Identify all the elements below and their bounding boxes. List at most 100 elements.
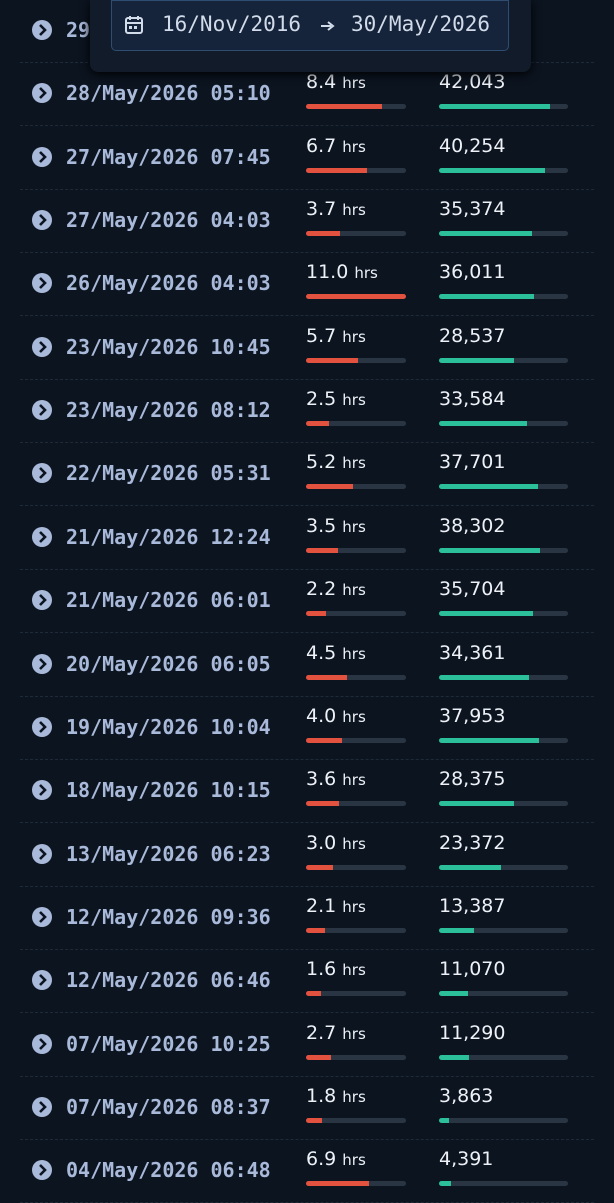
hours-number: 3.5	[306, 514, 337, 537]
row[interactable]: 22/May/2026 05:31 5.2 hrs 37,701	[0, 442, 614, 505]
hours-number: 3.0	[306, 831, 337, 854]
hours-unit: hrs	[342, 201, 366, 220]
row-separator	[20, 252, 594, 254]
expand-icon[interactable]	[31, 969, 53, 991]
hours-unit: hrs	[342, 74, 366, 93]
row-separator	[20, 1012, 594, 1014]
expand-icon[interactable]	[31, 589, 53, 611]
expand-icon[interactable]	[31, 906, 53, 928]
hours-number: 2.7	[306, 1021, 337, 1044]
hours-unit: hrs	[342, 897, 366, 916]
expand-icon[interactable]	[31, 779, 53, 801]
row[interactable]: 21/May/2026 06:01 2.2 hrs 35,704	[0, 569, 614, 632]
steps-bar	[439, 547, 540, 553]
row-date: 13/May/2026 06:23	[66, 841, 271, 866]
row-separator	[20, 1138, 594, 1140]
row-date: 07/May/2026 08:37	[66, 1094, 271, 1119]
expand-icon[interactable]	[31, 1159, 53, 1181]
steps-track	[439, 547, 568, 553]
expand-icon[interactable]	[31, 1033, 53, 1055]
hours-unit: hrs	[342, 771, 366, 790]
steps-track	[439, 484, 568, 490]
row[interactable]: 23/May/2026 08:12 2.5 hrs 33,584	[0, 379, 614, 442]
hours-bar	[306, 294, 406, 300]
calendar-icon	[125, 16, 143, 34]
row[interactable]: 28/May/2026 05:10 8.4 hrs 42,043	[0, 62, 614, 125]
steps-value: 28,537	[439, 324, 506, 347]
row[interactable]: 12/May/2026 06:46 1.6 hrs 11,070	[0, 949, 614, 1012]
steps-track	[439, 104, 568, 110]
row-separator	[20, 822, 594, 824]
hours-number: 3.6	[306, 768, 337, 791]
expand-icon[interactable]	[31, 82, 53, 104]
hours-unit: hrs	[342, 137, 366, 156]
row[interactable]: 19/May/2026 10:04 4.0 hrs 37,953	[0, 696, 614, 759]
steps-bar	[439, 611, 533, 617]
expand-icon[interactable]	[31, 1096, 53, 1118]
hours-bar	[306, 737, 343, 743]
steps-track	[439, 294, 568, 300]
steps-value: 37,953	[439, 704, 506, 727]
hours-number: 3.7	[306, 198, 337, 221]
row[interactable]: 23/May/2026 10:45 5.7 hrs 28,537	[0, 316, 614, 379]
hours-value: 8.4 hrs	[306, 71, 366, 93]
expand-icon[interactable]	[31, 272, 53, 294]
hours-number: 4.0	[306, 704, 337, 727]
row[interactable]: 04/May/2026 06:48 6.9 hrs 4,391	[0, 1139, 614, 1202]
row[interactable]: 27/May/2026 04:03 3.7 hrs 35,374	[0, 189, 614, 252]
row[interactable]: 29	[0, 0, 614, 62]
row-separator	[20, 632, 594, 634]
row[interactable]: 07/May/2026 08:37 1.8 hrs 3,863	[0, 1076, 614, 1139]
expand-icon[interactable]	[31, 399, 53, 421]
expand-icon[interactable]	[31, 336, 53, 358]
steps-value: 35,374	[439, 198, 506, 221]
steps-bar	[439, 294, 534, 300]
row[interactable]: 18/May/2026 10:15 3.6 hrs 28,375	[0, 759, 614, 822]
row[interactable]: 27/May/2026 07:45 6.7 hrs 40,254	[0, 126, 614, 189]
hours-track	[306, 1117, 406, 1123]
expand-icon[interactable]	[31, 526, 53, 548]
date-range-picker[interactable]: 16/Nov/2016 30/May/2026	[111, 0, 509, 51]
hours-value: 6.7 hrs	[306, 135, 366, 157]
row-date: 21/May/2026 06:01	[66, 588, 271, 613]
row-separator	[20, 1075, 594, 1077]
hours-unit: hrs	[342, 644, 366, 663]
row-separator	[20, 315, 594, 317]
hours-unit: hrs	[342, 1087, 366, 1106]
row[interactable]: 20/May/2026 06:05 4.5 hrs 34,361	[0, 633, 614, 696]
expand-icon[interactable]	[31, 716, 53, 738]
steps-bar	[439, 1181, 451, 1187]
row[interactable]: 21/May/2026 12:24 3.5 hrs 38,302	[0, 506, 614, 569]
hours-number: 2.1	[306, 894, 337, 917]
expand-icon[interactable]	[31, 19, 53, 41]
steps-bar	[439, 737, 539, 743]
row[interactable]: 12/May/2026 09:36 2.1 hrs 13,387	[0, 886, 614, 949]
expand-icon[interactable]	[31, 462, 53, 484]
row-date: 26/May/2026 04:03	[66, 271, 271, 296]
row-date: 12/May/2026 09:36	[66, 904, 271, 929]
hours-number: 8.4	[306, 71, 337, 94]
hours-value: 2.1 hrs	[306, 895, 366, 917]
steps-value: 40,254	[439, 134, 506, 157]
steps-bar	[439, 927, 475, 933]
hours-unit: hrs	[342, 454, 366, 473]
steps-track	[439, 674, 568, 680]
hours-number: 5.7	[306, 324, 337, 347]
expand-icon[interactable]	[31, 209, 53, 231]
steps-bar	[439, 864, 501, 870]
row-date: 04/May/2026 06:48	[66, 1158, 271, 1183]
row-separator	[20, 188, 594, 190]
steps-value: 11,070	[439, 958, 506, 981]
row[interactable]: 13/May/2026 06:23 3.0 hrs 23,372	[0, 823, 614, 886]
hours-track	[306, 674, 406, 680]
row[interactable]: 26/May/2026 04:03 11.0 hrs 36,011	[0, 252, 614, 315]
expand-icon[interactable]	[31, 843, 53, 865]
steps-bar	[439, 801, 514, 807]
hours-number: 4.5	[306, 641, 337, 664]
steps-bar	[439, 1054, 469, 1060]
row[interactable]: 07/May/2026 10:25 2.7 hrs 11,290	[0, 1013, 614, 1076]
hours-track	[306, 231, 406, 237]
expand-icon[interactable]	[31, 146, 53, 168]
expand-icon[interactable]	[31, 653, 53, 675]
hours-bar	[306, 167, 367, 173]
